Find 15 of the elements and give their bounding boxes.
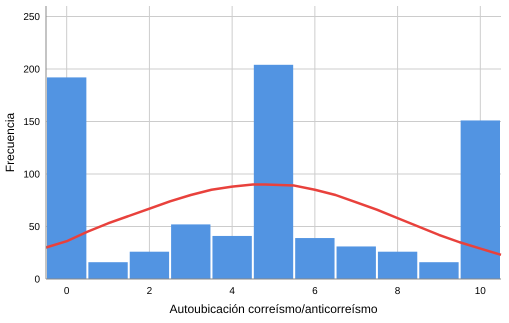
y-tick-label: 50: [28, 222, 40, 233]
y-tick-label: 250: [23, 12, 40, 23]
y-tick-label: 100: [23, 170, 40, 180]
y-tick-label: 0: [34, 274, 40, 286]
x-tick-label: 4: [229, 286, 236, 297]
y-axis-title: Frecuencia: [3, 112, 17, 172]
x-tick-label: 8: [394, 286, 401, 297]
line-series: [44, 183, 502, 256]
x-tick-label: 10: [474, 286, 486, 297]
x-tick-label: 0: [64, 286, 70, 297]
y-tick-label: 150: [23, 117, 40, 128]
x-axis-title: Autoubicación correísmo/anticorreísmo: [169, 302, 378, 316]
x-tick-label: 6: [312, 286, 318, 297]
y-tick-label: 200: [23, 64, 40, 76]
x-tick-label: 2: [146, 286, 153, 297]
